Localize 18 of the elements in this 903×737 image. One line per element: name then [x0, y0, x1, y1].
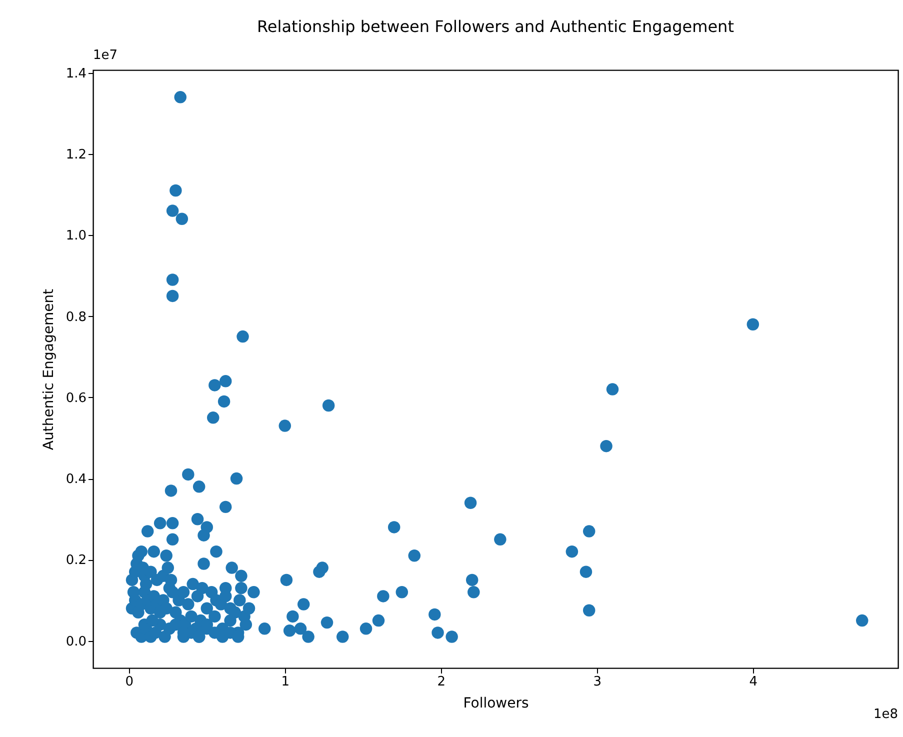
x-tick-label: 1: [281, 674, 290, 690]
text: 1e7: [93, 48, 118, 63]
x-axis-title: Followers: [463, 696, 529, 712]
y-tick-label: 0.0: [66, 634, 86, 650]
y-tick-label: 0.6: [66, 390, 86, 406]
x-tick-label: 3: [593, 674, 602, 690]
x-tick-label: 4: [749, 674, 758, 690]
y-tick-label: 0.2: [66, 553, 86, 568]
y-tick-label: 1.2: [66, 147, 86, 162]
y-tick-label: 0.4: [66, 472, 86, 488]
y-tick-label: 0.8: [66, 310, 86, 325]
y-tick-label: 1.0: [66, 228, 86, 244]
y-axis-title: Authentic Engagement: [40, 288, 57, 450]
text: 1e8: [873, 707, 898, 722]
y-tick-label: 1.4: [66, 66, 86, 82]
x-tick-label: 2: [437, 674, 446, 690]
chart-title: Relationship between Followers and Authentic Engagement: [257, 17, 734, 36]
x-tick-label: 0: [125, 674, 134, 690]
